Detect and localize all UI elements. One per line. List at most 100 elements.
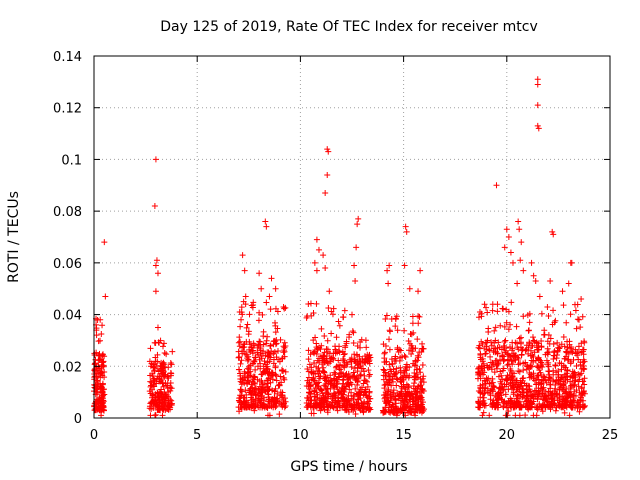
data-point: [242, 293, 249, 300]
data-point: [520, 385, 527, 392]
data-point: [380, 341, 387, 348]
data-point: [269, 376, 276, 383]
data-point: [324, 146, 331, 153]
data-point: [356, 389, 363, 396]
data-point: [277, 373, 284, 380]
data-point: [153, 257, 160, 264]
data-point: [405, 382, 412, 389]
data-point: [388, 407, 395, 414]
data-point: [403, 381, 410, 388]
data-point: [561, 343, 568, 350]
data-point: [403, 228, 410, 235]
data-point: [386, 361, 393, 368]
data-point: [504, 404, 511, 411]
data-point: [164, 380, 171, 387]
data-point: [576, 371, 583, 378]
data-point: [340, 351, 347, 358]
data-point: [420, 345, 427, 352]
data-point: [246, 338, 253, 345]
data-point: [576, 408, 583, 415]
data-point: [152, 412, 159, 419]
data-point: [406, 285, 413, 292]
data-point: [540, 402, 547, 409]
data-point: [558, 374, 565, 381]
data-point: [282, 403, 289, 410]
data-point: [402, 354, 409, 361]
data-point: [517, 257, 524, 264]
data-point: [336, 322, 343, 329]
data-point: [545, 363, 552, 370]
data-point: [508, 299, 515, 306]
data-point: [318, 325, 325, 332]
data-point: [332, 371, 339, 378]
data-point: [539, 385, 546, 392]
data-point: [304, 366, 311, 373]
data-point: [386, 399, 393, 406]
data-point: [266, 374, 273, 381]
data-point: [402, 386, 409, 393]
data-point: [267, 306, 274, 313]
data-point: [475, 400, 482, 407]
data-point: [331, 375, 338, 382]
data-point: [351, 365, 358, 372]
data-point: [547, 375, 554, 382]
x-tick-label: 0: [90, 428, 98, 443]
data-point: [150, 381, 157, 388]
data-point: [355, 215, 362, 222]
data-point: [566, 338, 573, 345]
data-point: [503, 226, 510, 233]
data-point: [561, 409, 568, 416]
data-point: [247, 385, 254, 392]
data-point: [518, 351, 525, 358]
y-tick-label: 0.08: [53, 205, 82, 220]
data-point: [579, 392, 586, 399]
data-point: [552, 362, 559, 369]
data-point: [324, 171, 331, 178]
data-point: [392, 323, 399, 330]
data-point: [485, 328, 492, 335]
data-point: [530, 272, 537, 279]
data-point: [481, 301, 488, 308]
data-point: [152, 156, 159, 163]
data-point: [410, 329, 417, 336]
data-point: [380, 372, 387, 379]
data-point: [544, 338, 551, 345]
data-point: [501, 381, 508, 388]
data-point: [367, 354, 374, 361]
data-point: [100, 362, 107, 369]
data-point: [365, 367, 372, 374]
data-point: [345, 397, 352, 404]
data-point: [149, 370, 156, 377]
data-point: [393, 412, 400, 419]
data-point: [492, 324, 499, 331]
data-point: [235, 404, 242, 411]
data-point: [335, 318, 342, 325]
data-point: [533, 387, 540, 394]
data-point: [313, 267, 320, 274]
data-point: [357, 392, 364, 399]
data-point: [522, 395, 529, 402]
data-point: [322, 373, 329, 380]
data-point: [411, 380, 418, 387]
data-point: [262, 381, 269, 388]
data-point: [403, 367, 410, 374]
data-point: [281, 376, 288, 383]
y-tick-label: 0: [74, 412, 82, 427]
data-point: [327, 372, 334, 379]
data-point: [354, 364, 361, 371]
data-point: [257, 347, 264, 354]
data-point: [534, 76, 541, 83]
data-point: [412, 345, 419, 352]
data-point: [535, 342, 542, 349]
data-point: [168, 370, 175, 377]
data-point: [101, 353, 108, 360]
data-point: [554, 339, 561, 346]
data-point: [515, 218, 522, 225]
data-point: [500, 305, 507, 312]
y-tick-label: 0.14: [53, 50, 82, 65]
data-point: [507, 321, 514, 328]
data-point: [272, 402, 279, 409]
data-point: [415, 320, 422, 327]
data-point: [247, 362, 254, 369]
data-point: [271, 401, 278, 408]
